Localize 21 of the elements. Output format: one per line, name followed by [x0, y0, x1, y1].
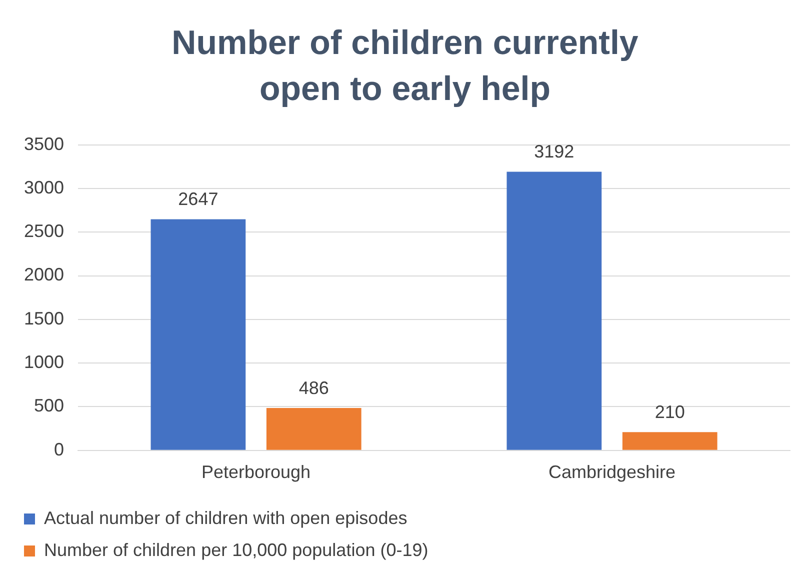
bar [622, 432, 718, 450]
bar [506, 172, 602, 450]
y-tick-label: 0 [54, 439, 64, 460]
y-tick-label: 1000 [24, 352, 64, 372]
x-tick-label: Peterborough [201, 462, 311, 482]
y-tick-label: 500 [34, 396, 64, 416]
data-label: 3192 [534, 142, 574, 162]
data-label: 210 [654, 402, 685, 422]
chart-title: Number of children currently open to early help [170, 23, 640, 110]
bar [150, 219, 246, 450]
x-tick-label: Cambridgeshire [548, 462, 676, 482]
legend-label: Actual number of children with open episodes [44, 508, 408, 528]
data-label: 486 [298, 378, 329, 398]
legend-label: Number of children per 10,000 population (0-19) [44, 540, 428, 560]
data-label: 2647 [178, 189, 218, 210]
y-tick-label: 3000 [24, 177, 64, 198]
y-tick-label: 1500 [24, 308, 64, 328]
y-tick-label: 2500 [24, 221, 64, 242]
bar [266, 408, 362, 450]
y-tick-label: 2000 [24, 264, 64, 285]
y-tick-label: 3500 [24, 134, 64, 154]
